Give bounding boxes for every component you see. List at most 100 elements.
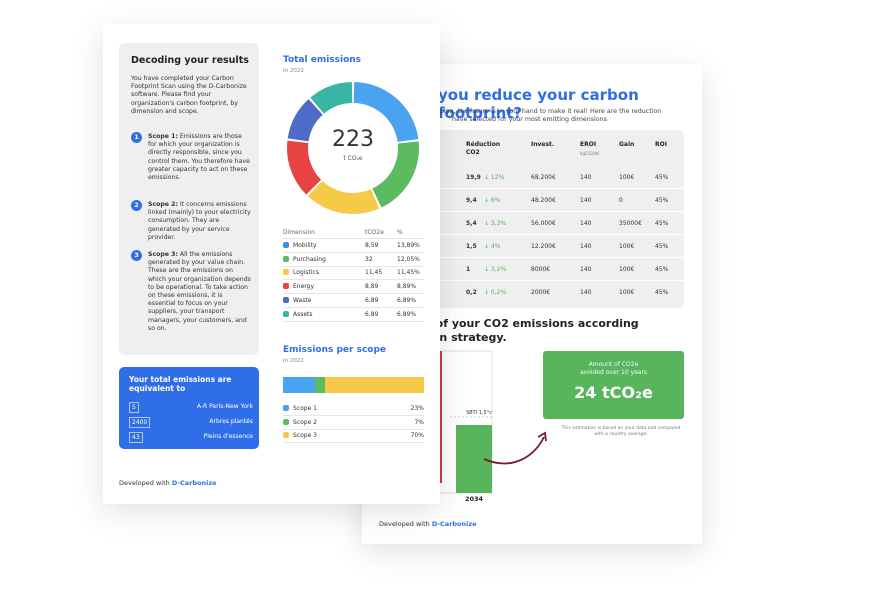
scope-2-label: Scope 2:	[148, 201, 178, 208]
eroi-value: 140	[580, 243, 592, 250]
equivalence-label: Arbres plantés	[209, 418, 253, 425]
dimension-pct: 12,05%	[397, 252, 424, 267]
row-divider	[414, 211, 684, 212]
scope-2-text: It concerns emissions linked (mainly) to…	[148, 201, 251, 241]
table-row: Scope 3 70%	[283, 429, 424, 444]
eroi-value: 140	[580, 289, 592, 296]
invest-value: 2000€	[531, 289, 551, 296]
reduction-pct: ↓ 4%	[484, 243, 501, 250]
reduction-pct: ↓ 6%	[484, 197, 501, 204]
invest-value: 68.200€	[531, 174, 556, 181]
scope-name-cell: Scope 1	[283, 402, 385, 416]
roi-value: 45%	[655, 197, 669, 204]
dimension-color-swatch	[283, 269, 289, 276]
eroi-value: 140	[580, 220, 592, 227]
table-row: Mobility 8,59 13,89%	[283, 238, 424, 253]
header-roi: ROI	[655, 141, 667, 148]
reduction-pct: ↓ 0,2%	[484, 289, 507, 296]
equivalence-value: 2400	[129, 417, 151, 428]
roi-value: 45%	[655, 220, 669, 227]
dimension-color-swatch	[283, 283, 289, 290]
year-label: 2034	[465, 495, 484, 503]
invest-value: 8000€	[531, 266, 551, 273]
dimension-value: 6,89	[365, 307, 397, 322]
dimension-name-cell: Waste	[283, 293, 365, 308]
roi-value: 45%	[655, 174, 669, 181]
scope-name-cell: Scope 3	[283, 429, 385, 444]
total-emissions-title: Total emissions	[283, 55, 362, 65]
scope-3-text: All the emissions generated by your valu…	[148, 251, 251, 332]
dimension-color-swatch	[283, 310, 289, 317]
reduction-page-title: you reduce your carbon footprint?	[438, 86, 639, 122]
footer-brand: D-Carbonize	[431, 520, 477, 528]
scope-bar-segment	[283, 377, 316, 393]
header-eroi-unit: kgCO2/k€	[580, 151, 600, 156]
footer-brand: D-Carbonize	[171, 479, 217, 487]
decoding-panel: Decoding your results You have completed…	[119, 43, 259, 355]
dimension-name: Assets	[293, 310, 313, 318]
avoided-label-line2: avoided over 10 years	[579, 369, 648, 376]
dimension-rows: Mobility 8,59 13,89% Purchasing 32 12,05% Logi…	[283, 238, 424, 322]
reduction-value: 5,4	[466, 220, 477, 227]
equivalence-value: 5	[129, 402, 139, 413]
scope-name-cell: Scope 2	[283, 415, 385, 430]
total-unit: t CO₂e	[343, 155, 363, 162]
donut-slice-logistics	[307, 180, 380, 214]
reduction-table: Réduction CO2 Invest. EROI kgCO2/k€ Gain…	[414, 130, 684, 308]
col-tco2e: tCO2e	[365, 227, 397, 239]
equivalence-label: A-R Paris-New York	[196, 403, 253, 410]
gain-value: 100€	[619, 174, 635, 181]
eroi-value: 140	[580, 174, 592, 181]
dimension-pct: 6,89%	[397, 307, 424, 322]
total-value: 223	[332, 127, 374, 152]
col-pct: %	[397, 227, 424, 239]
dimension-name-cell: Energy	[283, 279, 365, 295]
table-row: Scope 1 23%	[283, 402, 424, 416]
dimension-pct: 13,89%	[397, 238, 424, 253]
donut-slice-mobility	[353, 82, 419, 142]
scope-color-swatch	[283, 432, 289, 439]
equivalence-card: Your total emissions are equivalent to 5…	[119, 367, 259, 449]
gain-value: 100€	[619, 243, 635, 250]
table-row: Energy 8,89 8,89%	[283, 279, 424, 295]
scope-bar-segment	[315, 377, 326, 393]
footer-prefix: Developed with	[119, 479, 170, 487]
avoided-emissions-card: Amount of CO2e avoided over 10 years 24 …	[543, 351, 684, 419]
roi-value: 45%	[655, 243, 669, 250]
dimension-header-row: Dimension tCO2e %	[283, 227, 424, 239]
table-row: Waste 6,89 6,89%	[283, 293, 424, 308]
scope-pct: 7%	[384, 415, 424, 430]
dimension-pct: 8,89%	[397, 279, 424, 295]
estimation-note: This estimation is based on your data an…	[561, 426, 681, 437]
back-footer: Developed with D-Carbonize	[379, 520, 477, 528]
invest-value: 12.200€	[531, 243, 556, 250]
gain-value: 100€	[619, 266, 635, 273]
dimension-value: 6,89	[365, 293, 397, 308]
dimension-value: 8,59	[365, 238, 397, 253]
arrow-curve	[483, 436, 545, 465]
scope-color-swatch	[283, 404, 289, 411]
footer-prefix: Developed with	[379, 520, 430, 528]
table-row: Purchasing 32 12,05%	[283, 252, 424, 267]
row-divider	[414, 234, 684, 235]
row-divider	[414, 280, 684, 281]
projection-title-line2: bon strategy.	[424, 331, 507, 344]
scope-1-text: Emissions are those for which your organ…	[148, 133, 250, 182]
reduction-pct: ↓ 12%	[484, 174, 505, 181]
scope-color-swatch	[283, 418, 289, 425]
gain-value: 35000€	[619, 220, 642, 227]
reduction-value: 9,4	[466, 197, 477, 204]
donut-slice-energy	[287, 140, 322, 195]
dimension-value: 11,45	[365, 266, 397, 281]
reduction-value: 0,2	[466, 289, 477, 296]
sbti-label: SBTI 1,5°c	[466, 410, 492, 416]
decoding-title: Decoding your results	[131, 55, 249, 66]
row-divider	[414, 188, 684, 189]
scope-rows: Scope 1 23% Scope 2 7% Scope 3 70%	[283, 402, 424, 444]
header-gain: Gain	[619, 141, 635, 148]
dimension-value: 32	[365, 252, 397, 267]
gain-value: 0	[619, 197, 623, 204]
scope-name: Scope 2	[293, 418, 318, 426]
dimension-name: Mobility	[293, 241, 317, 249]
gain-value: 100€	[619, 289, 635, 296]
